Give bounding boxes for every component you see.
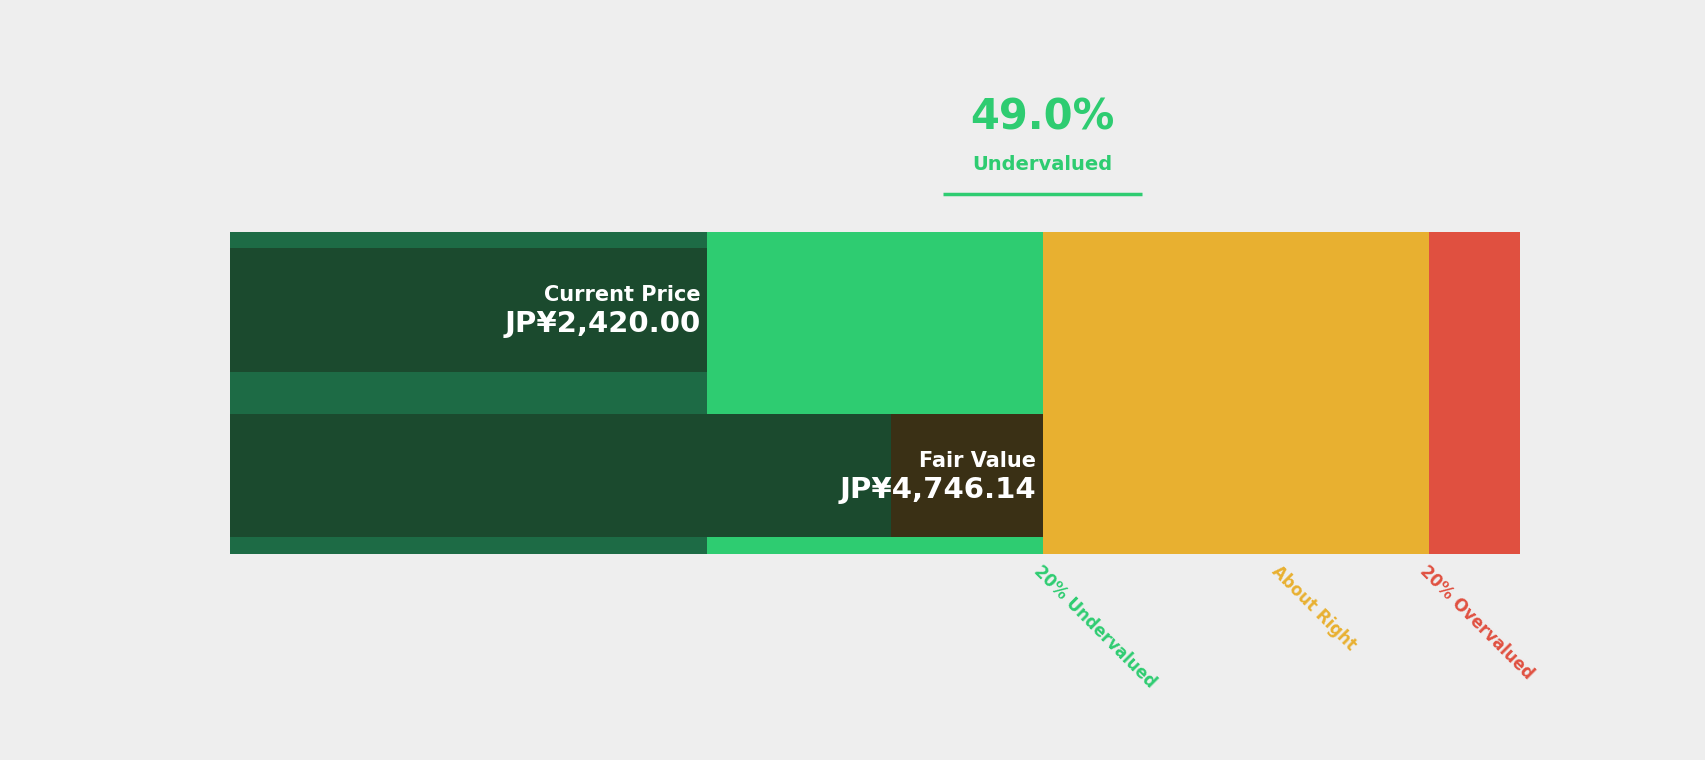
- Bar: [1042, 232, 1280, 553]
- Text: JP¥4,746.14: JP¥4,746.14: [839, 476, 1035, 504]
- Bar: [1280, 232, 1429, 553]
- Bar: [230, 248, 708, 372]
- Bar: [708, 232, 1042, 553]
- Bar: [1429, 232, 1519, 553]
- Text: 20% Undervalued: 20% Undervalued: [1030, 562, 1158, 692]
- Text: 49.0%: 49.0%: [970, 97, 1113, 138]
- Bar: [230, 413, 1042, 537]
- Text: JP¥2,420.00: JP¥2,420.00: [505, 310, 701, 338]
- Text: Fair Value: Fair Value: [919, 451, 1035, 470]
- Text: 20% Overvalued: 20% Overvalued: [1415, 562, 1536, 683]
- Bar: [890, 413, 1042, 537]
- Text: Undervalued: Undervalued: [972, 155, 1112, 174]
- Text: Current Price: Current Price: [544, 285, 701, 306]
- Bar: [230, 232, 708, 553]
- Text: About Right: About Right: [1267, 562, 1359, 654]
